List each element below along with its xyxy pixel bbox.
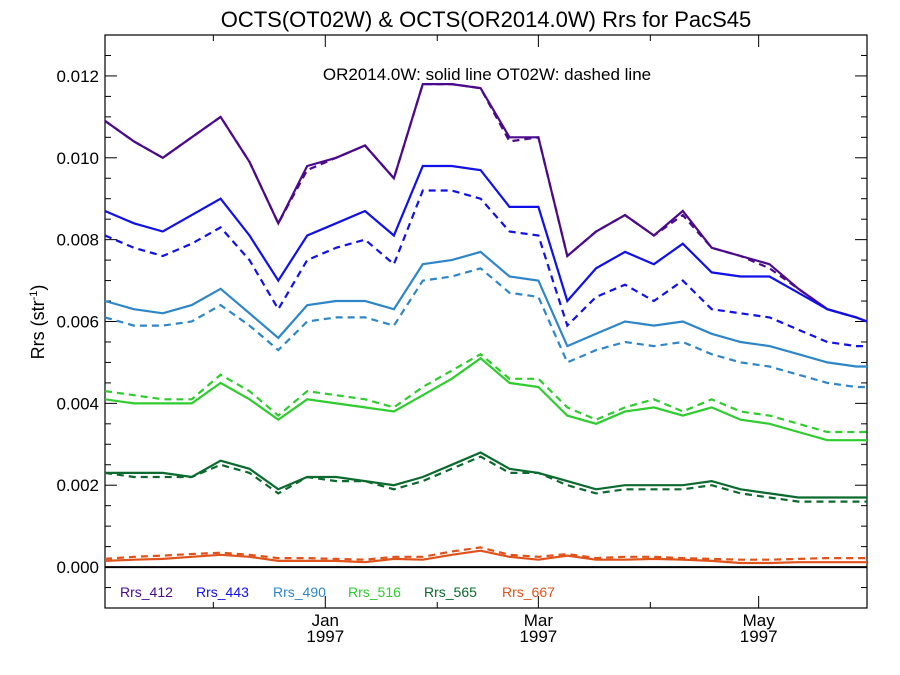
y-axis-label: Rrs (str-1) [28,285,48,360]
y-tick-label: 0.008 [56,231,99,250]
x-tick-month: May [743,611,776,630]
y-axis-label-close: ) [28,285,48,291]
rrs_490-solid-line [104,250,867,368]
line-style-annotation: OR2014.0W: solid line OT02W: dashed line [323,65,651,84]
legend-item-rrs_667: Rrs_667 [502,584,555,600]
x-tick-month: Mar [524,611,554,630]
legend: Rrs_412 Rrs_443 Rrs_490 Rrs_516 Rrs_565 Rrs_6… [120,584,555,600]
legend-item-rrs_565: Rrs_565 [424,584,477,600]
rrs_667-dashed-line [104,546,867,561]
rrs_412-solid-line [104,82,868,323]
legend-item-rrs_490: Rrs_490 [273,584,326,600]
rrs_565-dashed-line [104,455,867,503]
y-axis-label-text: Rrs (str [28,300,48,359]
rrs_443-dashed-line [104,189,867,348]
rrs_490-dashed-line [104,267,867,389]
rrs_443-solid-line [104,164,868,323]
chart-title: OCTS(OT02W) & OCTS(OR2014.0W) Rrs for Pa… [221,7,752,32]
x-tick-month: Jan [312,611,339,630]
x-tick-year: 1997 [306,627,344,646]
x-tick-year: 1997 [740,627,778,646]
y-tick-label: 0.012 [56,67,99,86]
y-tick-label: 0.000 [56,558,99,577]
rrs_412-dashed-line [104,82,868,323]
y-axis: 0.000 0.002 0.004 0.006 0.008 0.010 0.012 [56,34,867,609]
legend-item-rrs_516: Rrs_516 [348,584,401,600]
y-tick-label: 0.010 [56,149,99,168]
y-axis-label-sup: -1 [28,291,40,301]
rrs_516-dashed-line [104,352,867,434]
x-tick-year: 1997 [519,627,557,646]
rrs_565-solid-line [105,451,867,499]
y-tick-label: 0.002 [56,476,99,495]
rrs_516-solid-line [104,356,867,442]
series-layer [104,82,868,565]
plot-frame [104,34,868,609]
legend-item-rrs_412: Rrs_412 [120,584,173,600]
rrs_667-solid-line [104,549,867,565]
y-tick-label: 0.006 [56,313,99,332]
y-tick-label: 0.004 [56,394,99,413]
legend-item-rrs_443: Rrs_443 [196,584,249,600]
